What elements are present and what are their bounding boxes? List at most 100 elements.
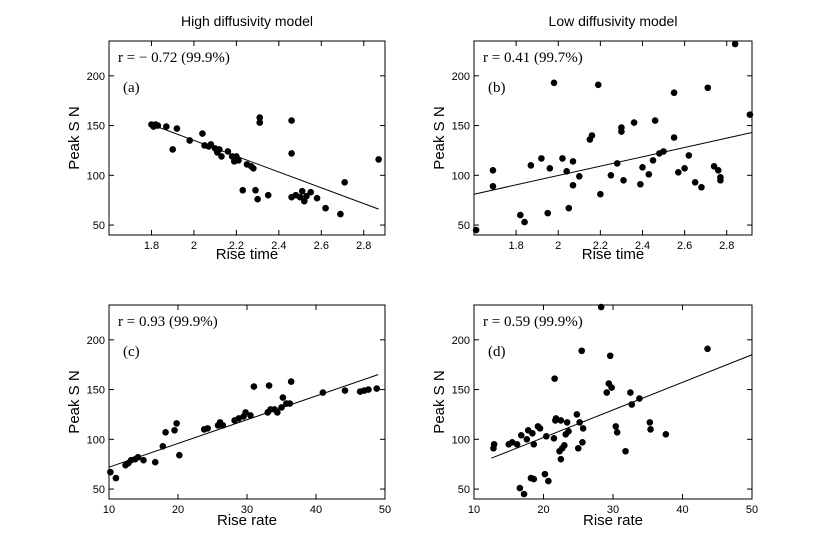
data-point <box>288 150 295 157</box>
data-point <box>574 444 582 452</box>
x-tick-label: 40 <box>310 504 322 516</box>
x-tick-label: 20 <box>172 504 184 516</box>
data-point <box>536 425 544 432</box>
x-tick-label: 2.4 <box>635 240 650 252</box>
x-tick-label: 50 <box>746 504 758 516</box>
data-point <box>176 451 183 459</box>
data-point <box>216 146 223 153</box>
y-tick-label: 150 <box>452 385 470 397</box>
data-point <box>612 423 620 430</box>
data-point <box>365 386 372 393</box>
x-tick-label: 1.8 <box>144 240 159 252</box>
x-tick-label: 2.6 <box>677 240 692 252</box>
data-point <box>649 157 657 164</box>
y-tick-label: 100 <box>452 170 470 182</box>
data-point <box>628 401 636 408</box>
x-axis-ticks: 1.8 2 2.2 2.4 2.6 2.8 <box>144 41 371 252</box>
y-tick-label: 200 <box>87 335 105 347</box>
x-tick-label: 2.6 <box>314 240 329 252</box>
data-point <box>513 440 521 448</box>
data-point <box>242 409 249 416</box>
data-point <box>550 435 558 442</box>
data-point <box>559 155 566 162</box>
x-axis-label: Rise rate <box>217 512 277 529</box>
data-point <box>622 447 629 455</box>
data-point <box>337 210 344 218</box>
panel-label: (d) <box>488 344 506 360</box>
y-tick-label: 100 <box>87 434 105 446</box>
data-point <box>563 168 570 175</box>
data-point <box>551 375 558 382</box>
y-axis-label: Peak S N <box>431 106 448 169</box>
data-point <box>662 431 670 438</box>
x-tick-label: 2.2 <box>593 240 608 252</box>
correlation-annotation: r = 0.59 (99.9%) <box>483 314 583 330</box>
plot-frame <box>473 40 753 236</box>
data-point <box>620 176 627 184</box>
data-point <box>646 419 654 426</box>
data-point <box>286 400 294 407</box>
data-point <box>576 419 583 426</box>
data-point <box>660 148 667 155</box>
data-points <box>107 378 381 482</box>
data-point <box>613 160 621 167</box>
data-point <box>322 204 329 212</box>
data-point <box>530 475 538 483</box>
y-tick-label: 150 <box>87 385 105 397</box>
data-point <box>544 209 552 217</box>
data-point <box>557 455 565 463</box>
regression-line <box>151 124 379 210</box>
data-point <box>171 427 178 434</box>
x-tick-label: 2 <box>555 240 561 252</box>
regression-line <box>473 132 753 195</box>
x-tick-label: 50 <box>379 504 391 516</box>
data-point <box>520 490 528 498</box>
data-point <box>561 441 568 449</box>
data-point <box>247 412 254 419</box>
panel-a: High diffusivity model 1.8 2 2.2 2.4 2.6 2.8 … <box>66 13 386 263</box>
data-point <box>597 303 605 311</box>
y-tick-label: 200 <box>452 335 470 347</box>
data-point <box>274 409 281 416</box>
panel-b: Low diffusivity model 1.8 2 2.2 2.4 2.6 2.8 5… <box>431 13 754 263</box>
y-axis-label: Peak S N <box>66 370 83 433</box>
data-point <box>521 218 528 226</box>
x-tick-label: 10 <box>103 504 115 516</box>
y-tick-label: 100 <box>452 434 470 446</box>
x-tick-label: 20 <box>537 504 549 516</box>
x-axis-label: Rise rate <box>583 512 643 529</box>
data-point <box>250 165 257 172</box>
data-point <box>576 173 583 180</box>
x-tick-label: 2.2 <box>229 240 244 252</box>
x-tick-label: 2.8 <box>719 240 734 252</box>
data-point <box>670 89 678 97</box>
x-axis-label: Rise time <box>582 246 645 263</box>
data-point <box>717 173 724 181</box>
data-point <box>636 395 643 402</box>
data-point <box>140 456 147 464</box>
data-point <box>489 167 497 174</box>
data-point <box>639 164 646 171</box>
data-point <box>579 438 586 446</box>
data-points <box>148 114 382 218</box>
data-point <box>107 468 114 476</box>
y-tick-label: 200 <box>452 71 470 83</box>
data-point <box>674 169 682 176</box>
data-point <box>278 404 285 411</box>
y-tick-label: 200 <box>87 71 105 83</box>
correlation-annotation: r = − 0.72 (99.9%) <box>118 50 230 66</box>
data-point <box>545 477 552 485</box>
data-point <box>207 141 215 148</box>
y-axis-label: Peak S N <box>66 106 83 169</box>
data-point <box>163 123 170 130</box>
data-point <box>490 440 498 448</box>
data-point <box>250 383 258 390</box>
data-point <box>569 158 577 165</box>
data-point <box>319 389 327 396</box>
data-point <box>538 155 545 162</box>
data-point <box>288 117 295 124</box>
data-point <box>341 387 349 394</box>
data-point <box>698 183 705 191</box>
